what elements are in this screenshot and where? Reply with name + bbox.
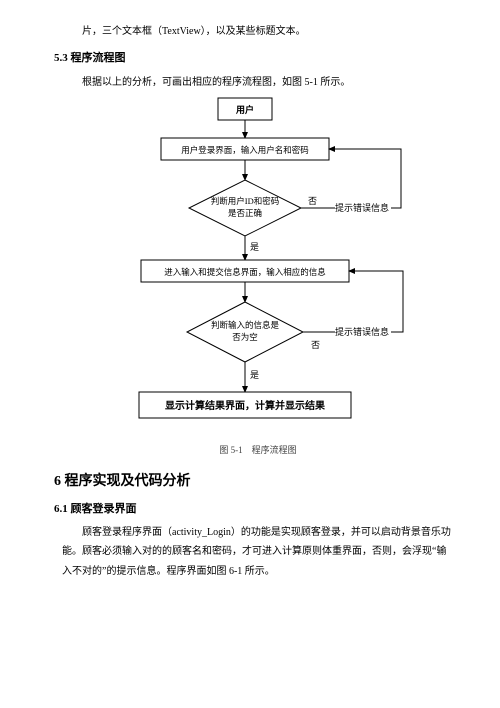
paragraph-6-1: 顾客登录程序界面（activity_Login）的功能是实现顾客登录，并可以启动…: [62, 523, 454, 582]
branch-yes-1: 是: [250, 242, 259, 252]
node-err2: 提示错误信息: [335, 326, 389, 337]
node-result: 显示计算结果界面，计算并显示结果: [165, 399, 326, 412]
branch-yes-2: 是: [250, 370, 259, 380]
heading-5-3: 5.3 程序流程图: [54, 48, 454, 69]
node-check2-l2: 否为空: [232, 332, 258, 342]
node-check1-l1: 判断用户ID和密码: [211, 196, 279, 206]
node-user: 用户: [235, 104, 254, 115]
heading-6-1: 6.1 顾客登录界面: [54, 499, 454, 520]
node-input: 进入输入和提交信息界面，输入相应的信息: [164, 267, 326, 277]
node-check2-l1: 判断输入的信息是: [211, 320, 280, 330]
branch-no-1: 否: [308, 196, 317, 206]
branch-no-2: 否: [311, 340, 320, 350]
heading-6: 6 程序实现及代码分析: [54, 468, 454, 495]
intro-text: 片，三个文本框（TextView），以及某些标题文本。: [62, 22, 454, 42]
node-login: 用户登录界面，输入用户名和密码: [181, 145, 309, 155]
figure-caption-5-1: 图 5-1 程序流程图: [62, 442, 454, 460]
paragraph-5-3: 根据以上的分析，可画出相应的程序流程图，如图 5-1 所示。: [62, 73, 454, 93]
node-err1: 提示错误信息: [335, 202, 389, 213]
node-check1-l2: 是否正确: [228, 208, 262, 218]
flowchart-figure: 用户 用户登录界面，输入用户名和密码 判断用户ID和密码 是否正确 否 提示错误…: [62, 96, 454, 436]
